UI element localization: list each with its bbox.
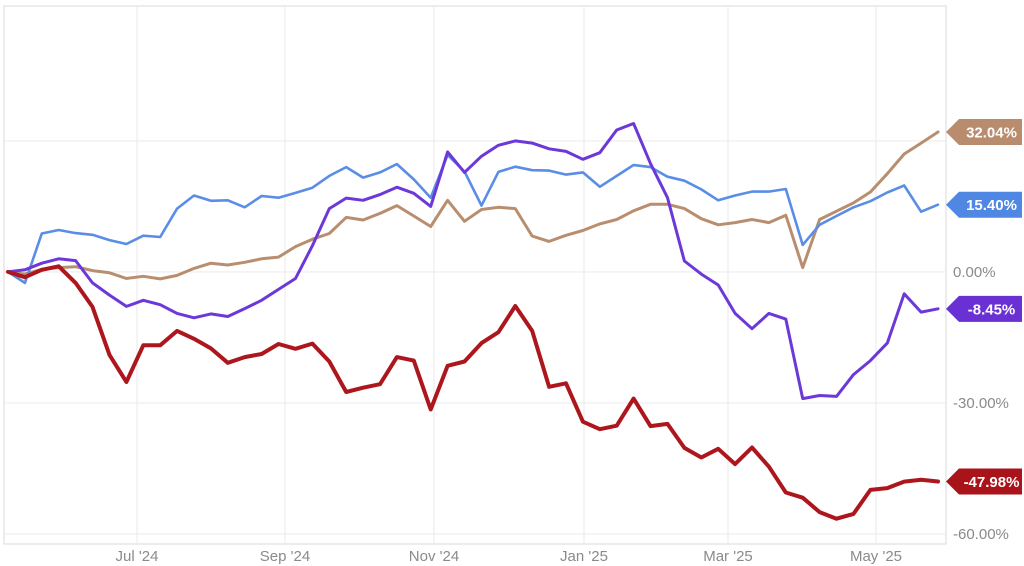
value-badge-purple xyxy=(946,295,1022,322)
x-axis-label: May '25 xyxy=(850,548,902,565)
x-axis-label: Mar '25 xyxy=(703,548,753,565)
value-badge-tan xyxy=(946,119,1022,146)
series-line-blue[interactable] xyxy=(6,153,940,285)
value-badge-red xyxy=(946,468,1022,495)
value-badge-label-red: -47.98% xyxy=(964,474,1020,491)
series-line-red[interactable] xyxy=(6,264,940,521)
series-line-purple[interactable] xyxy=(6,122,940,401)
value-badge-label-purple: -8.45% xyxy=(968,301,1016,318)
y-axis-label: -60.00% xyxy=(953,526,1009,543)
value-badge-label-blue: 15.40% xyxy=(966,197,1017,214)
value-badge-blue xyxy=(946,191,1022,218)
y-axis-label: -30.00% xyxy=(953,395,1009,412)
plot-area[interactable] xyxy=(3,5,947,545)
x-axis-label: Sep '24 xyxy=(260,548,310,565)
value-badge-label-tan: 32.04% xyxy=(966,125,1017,142)
x-axis-label: Jul '24 xyxy=(116,548,159,565)
x-axis-label: Nov '24 xyxy=(409,548,459,565)
x-axis-label: Jan '25 xyxy=(560,548,608,565)
series-line-tan[interactable] xyxy=(6,130,940,281)
y-axis-label: 0.00% xyxy=(953,264,996,281)
